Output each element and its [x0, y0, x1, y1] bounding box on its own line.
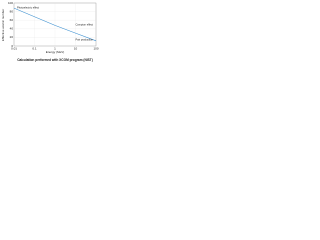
y-axis-label: Effective atomic number — [1, 9, 5, 41]
y-tick-label: 20 — [10, 35, 14, 39]
annotation: Photoelectric effect — [17, 6, 39, 10]
x-axis-label: Energy (MeV) — [46, 50, 65, 54]
x-tick-label: 0.01 — [11, 46, 17, 50]
annotation: Pair production — [76, 38, 94, 42]
data-line — [13, 7, 97, 42]
y-tick-label: 80 — [10, 9, 14, 13]
x-tick-label: 10 — [74, 46, 78, 50]
chart-caption: Calculation performed with XCOM program … — [17, 58, 93, 62]
y-tick-label: 100 — [8, 1, 13, 5]
annotation: Compton effect — [75, 23, 93, 27]
y-tick-label: 60 — [10, 18, 14, 22]
chart: Calculation performed with XCOM program … — [1, 1, 99, 62]
x-tick-label: 0.1 — [32, 46, 37, 50]
y-tick-label: 40 — [10, 27, 14, 31]
x-tick-label: 1 — [54, 46, 56, 50]
x-tick-label: 100 — [93, 46, 98, 50]
y-tick-label: 0 — [11, 44, 13, 48]
